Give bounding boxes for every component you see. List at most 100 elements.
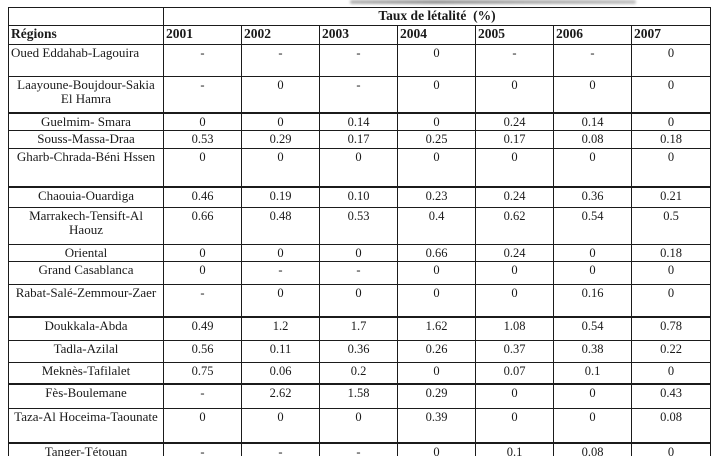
value-cell: 0 [475, 76, 554, 114]
value-cell: 0 [630, 44, 712, 77]
value-cell: 0 [319, 408, 398, 444]
value-cell: 0.26 [397, 340, 476, 363]
value-cell: 0 [163, 244, 242, 262]
region-cell: Grand Casablanca [8, 261, 164, 285]
value-cell: 0 [241, 244, 320, 262]
value-cell: 0 [397, 148, 476, 188]
value-cell: 0 [553, 76, 632, 114]
value-cell: 0 [553, 383, 632, 409]
value-cell: 0.21 [630, 186, 712, 208]
value-cell: 0.17 [475, 130, 554, 149]
value-cell: 0.75 [163, 362, 242, 385]
value-cell: 0.23 [397, 186, 476, 208]
value-cell: 0 [553, 408, 632, 444]
value-cell: 0.2 [319, 362, 398, 385]
value-cell: 0.54 [553, 316, 632, 341]
value-cell: 0 [241, 284, 320, 318]
value-cell: 0.78 [630, 316, 712, 341]
value-cell: 0.66 [397, 244, 476, 262]
value-cell: 0.14 [553, 112, 632, 131]
table-row: Tanger-Tétouan - - -0 0.1 0.08 0 [8, 442, 712, 456]
table-row: Guelmim- Smara 0 0 0.14 0 0.24 0.14 0 [8, 112, 712, 131]
value-cell: 0.24 [475, 244, 554, 262]
value-cell: - [241, 44, 320, 77]
value-cell: 0 [163, 148, 242, 188]
value-cell: - [163, 76, 242, 114]
value-cell: 0.4 [397, 207, 476, 245]
value-cell: - [319, 44, 398, 77]
value-cell: 0.14 [319, 112, 398, 131]
region-cell: Tanger-Tétouan [8, 442, 164, 456]
region-cell: Marrakech-Tensift-Al Haouz [8, 207, 164, 245]
value-cell: 0 [319, 244, 398, 262]
value-cell: 0 [241, 112, 320, 131]
value-cell: - [319, 261, 398, 285]
region-cell: Laayoune-Boujdour-Sakia El Hamra [8, 76, 164, 114]
value-cell: 0 [397, 362, 476, 385]
value-cell: 0.1 [553, 362, 632, 385]
value-cell: 0 [397, 261, 476, 285]
value-cell: 0.49 [163, 316, 242, 341]
region-cell: Chaouia-Ouardiga [8, 186, 164, 208]
value-cell: 0.56 [163, 340, 242, 363]
table-row: Grand Casablanca 0- -0 0 0 0 [8, 261, 712, 285]
value-cell: 0 [630, 362, 712, 385]
value-cell: 0.53 [163, 130, 242, 149]
table-row: Souss-Massa-Draa 0.53 0.29 0.17 0.25 0.17 0.08… [8, 130, 712, 149]
value-cell: 0 [397, 44, 476, 77]
value-cell: 0.37 [475, 340, 554, 363]
value-cell: - [553, 44, 632, 77]
table-row: Doukkala-Abda 0.49 1.2 1.7 1.62 1.08 0.54 0.78 [8, 316, 712, 341]
year-header-2001: 2001 [163, 25, 242, 45]
region-cell: Guelmim- Smara [8, 112, 164, 131]
value-cell: 0.17 [319, 130, 398, 149]
value-cell: 0.10 [319, 186, 398, 208]
value-cell: 1.2 [241, 316, 320, 341]
value-cell: - [475, 44, 554, 77]
value-cell: 0.39 [397, 408, 476, 444]
value-cell: 0 [475, 284, 554, 318]
value-cell: 0 [475, 261, 554, 285]
table-row: Rabat-Salé-Zemmour-Zaer -0 0 0 0 0.16 0 [8, 284, 712, 318]
value-cell: 0.06 [241, 362, 320, 385]
column-header-row: Régions 2001 2002 2003 2004 2005 2006 20… [8, 25, 712, 45]
value-cell: 0.5 [630, 207, 712, 245]
value-cell: 0 [630, 442, 712, 456]
year-header-2003: 2003 [319, 25, 398, 45]
value-cell: 0 [241, 408, 320, 444]
value-cell: 1.58 [319, 383, 398, 409]
value-cell: 0.08 [553, 442, 632, 456]
value-cell: 0 [630, 76, 712, 114]
year-header-2006: 2006 [553, 25, 632, 45]
value-cell: 0.62 [475, 207, 554, 245]
region-cell: Oriental [8, 244, 164, 262]
region-cell: Taza-Al Hoceima-Taounate [8, 408, 164, 444]
value-cell: 0.36 [319, 340, 398, 363]
value-cell: 0 [163, 408, 242, 444]
year-header-2005: 2005 [475, 25, 554, 45]
value-cell: 0.54 [553, 207, 632, 245]
value-cell: 0 [163, 261, 242, 285]
region-cell: Tadla-Azilal [8, 340, 164, 363]
table-row: Oued Eddahab-Lagouira - - -0- -0 [8, 44, 712, 77]
region-cell: Souss-Massa-Draa [8, 130, 164, 149]
value-cell: 0.36 [553, 186, 632, 208]
table-title: Taux de létalité (%) [162, 7, 712, 26]
value-cell: 0.08 [553, 130, 632, 149]
value-cell: 0.48 [241, 207, 320, 245]
value-cell: 0.18 [630, 130, 712, 149]
value-cell: - [163, 44, 242, 77]
table-row: Fès-Boulemane -2.62 1.58 0.29 0 0 0.43 [8, 383, 712, 409]
year-header-2002: 2002 [241, 25, 320, 45]
value-cell: 0.53 [319, 207, 398, 245]
value-cell: - [241, 442, 320, 456]
region-cell: Oued Eddahab-Lagouira [8, 44, 164, 77]
table-row: Chaouia-Ouardiga 0.46 0.19 0.10 0.23 0.24 0.36… [8, 186, 712, 208]
region-cell: Doukkala-Abda [8, 316, 164, 341]
value-cell: 0 [475, 148, 554, 188]
value-cell: 0 [553, 261, 632, 285]
value-cell: 0.29 [241, 130, 320, 149]
region-cell: Fès-Boulemane [8, 383, 164, 409]
value-cell: 0.16 [553, 284, 632, 318]
value-cell: 0 [241, 76, 320, 114]
